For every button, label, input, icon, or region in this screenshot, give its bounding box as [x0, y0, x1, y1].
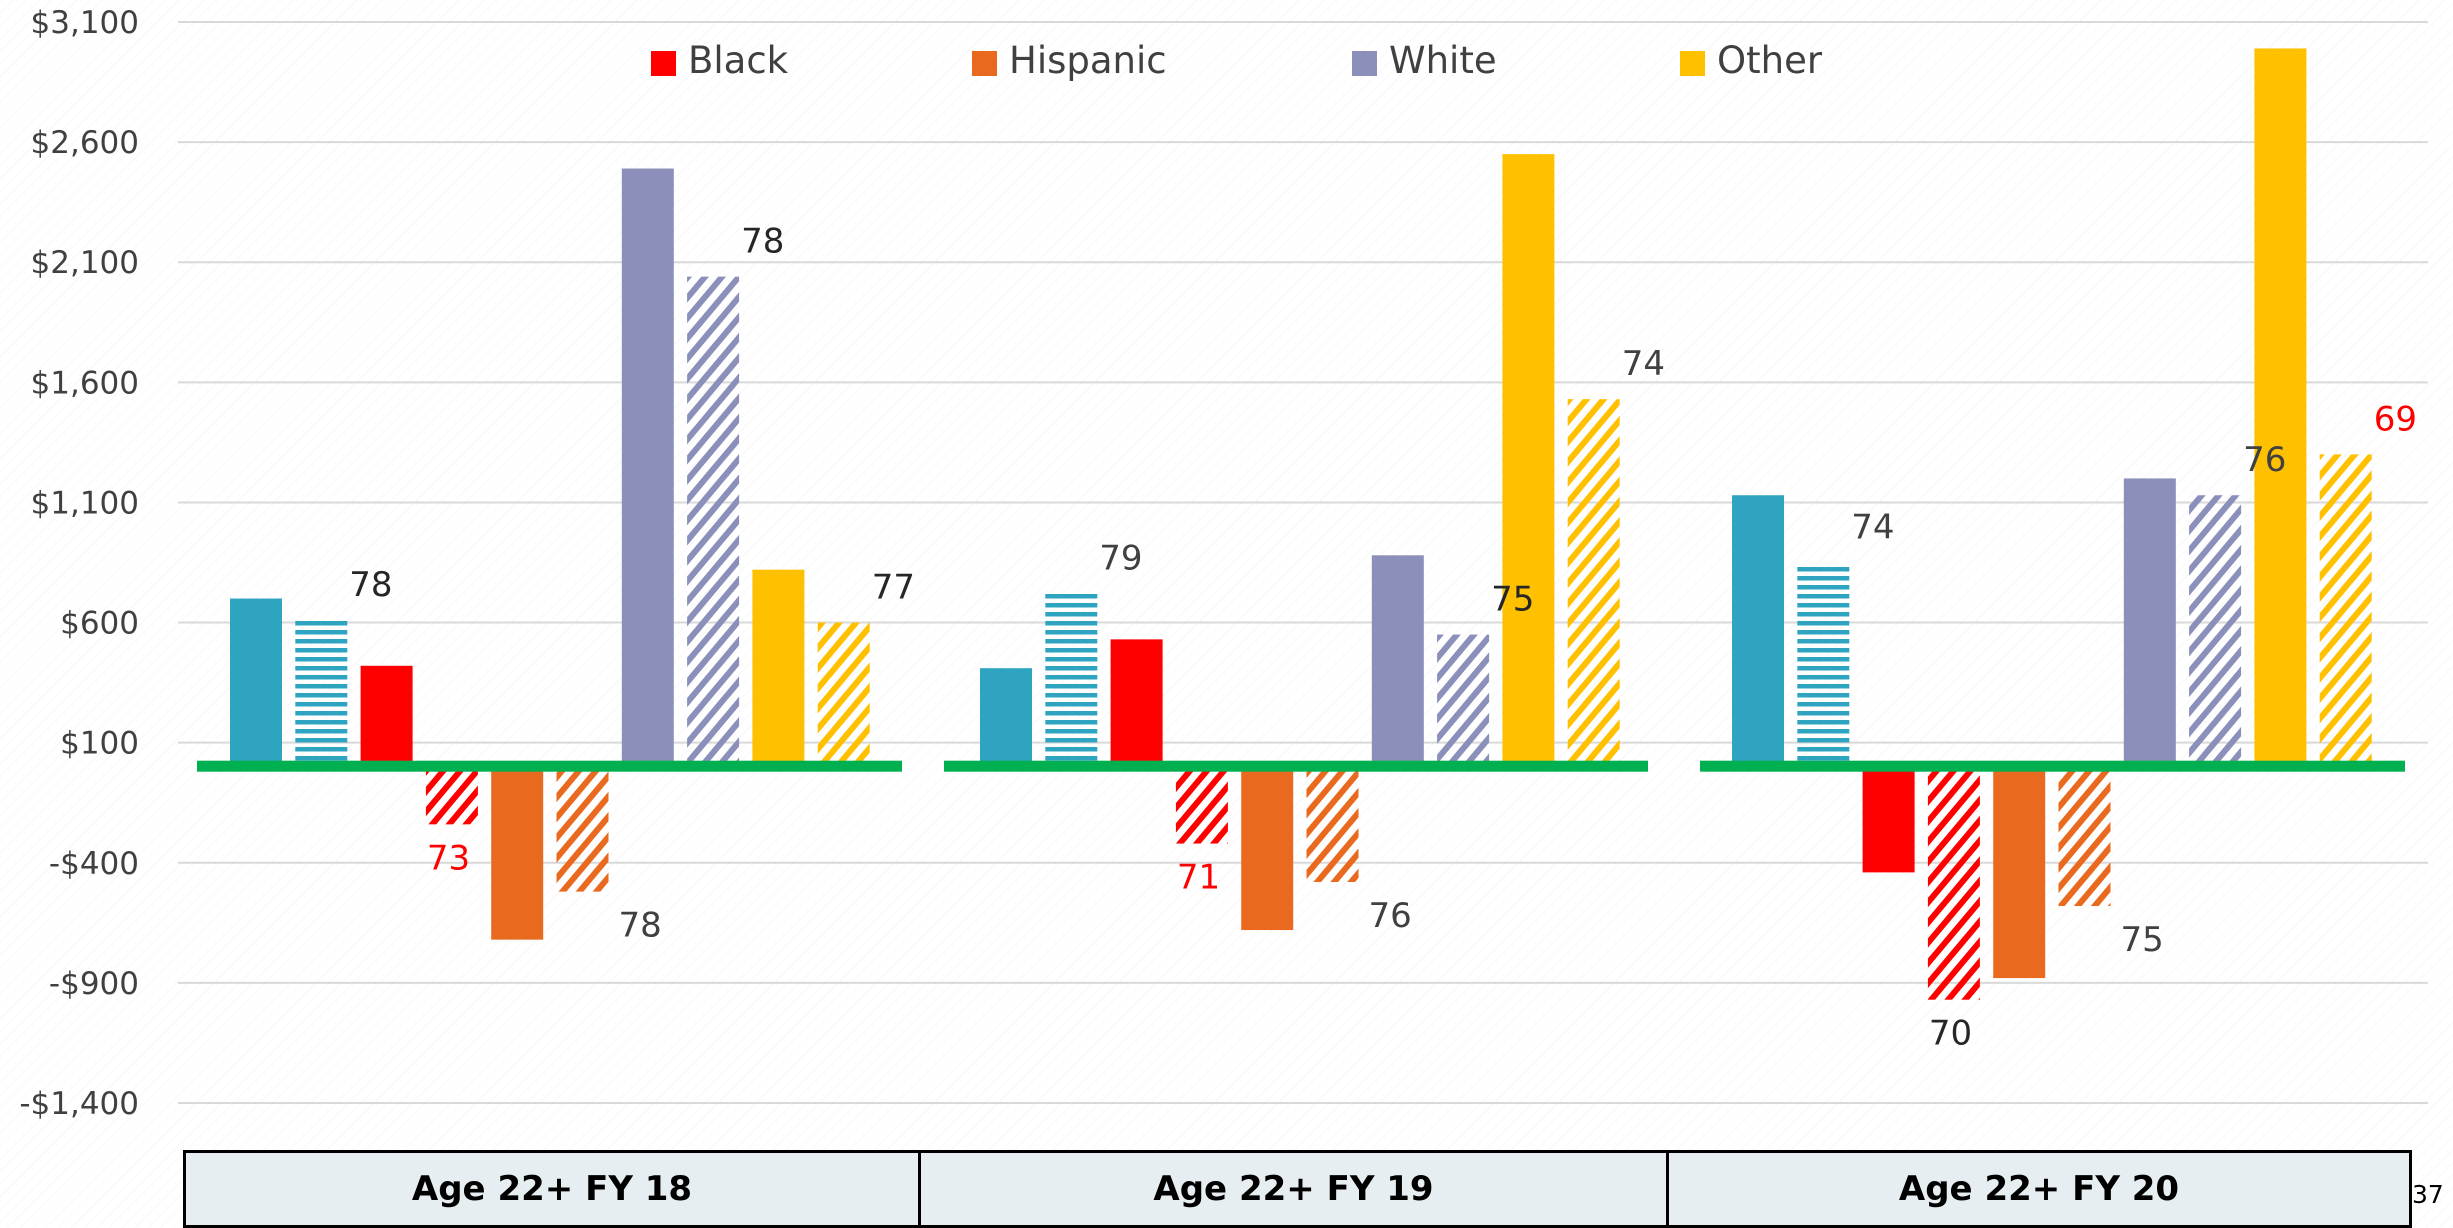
bar	[1502, 154, 1555, 767]
y-tick-label: $2,600	[31, 125, 139, 161]
y-tick-label: -$400	[49, 846, 139, 882]
bar	[1175, 766, 1228, 844]
bar	[1567, 399, 1620, 767]
data-label: 78	[741, 222, 784, 262]
data-label: 70	[1929, 1014, 1972, 1054]
bar	[556, 766, 609, 892]
bar	[1306, 766, 1359, 882]
bar	[1110, 639, 1163, 767]
category-label-fy19: Age 22+ FY 19	[918, 1150, 1669, 1228]
bar	[1371, 555, 1424, 767]
bar	[1732, 495, 1784, 767]
data-label: 75	[2121, 920, 2164, 960]
page-number: 37	[2412, 1180, 2444, 1209]
data-label: 75	[1491, 580, 1534, 620]
bar	[2189, 495, 2242, 767]
bar	[1993, 766, 2046, 979]
data-label: 78	[349, 565, 392, 605]
baseline-line	[1700, 760, 2405, 772]
baseline-lines	[197, 760, 2405, 772]
data-label: 73	[427, 838, 470, 878]
bar	[980, 668, 1032, 767]
bar	[687, 276, 740, 767]
bar	[230, 598, 282, 767]
legend-swatch	[1352, 51, 1377, 76]
bar	[491, 766, 544, 940]
data-label: 78	[619, 906, 662, 946]
legend-swatch	[1680, 51, 1705, 76]
data-label: 79	[1099, 539, 1142, 579]
bar	[752, 569, 805, 767]
bar	[1797, 562, 1850, 767]
bar	[2058, 766, 2111, 907]
data-label: 76	[2243, 440, 2286, 480]
bar	[621, 168, 674, 767]
data-label: 71	[1177, 858, 1220, 898]
bar	[1437, 634, 1490, 767]
data-label: 77	[872, 568, 915, 608]
bar	[1241, 766, 1294, 931]
bars	[230, 48, 2372, 1000]
legend-label: Black	[688, 39, 789, 82]
bar	[2123, 478, 2176, 767]
bar	[360, 665, 413, 767]
y-tick-label: -$1,400	[19, 1086, 139, 1122]
bar	[425, 766, 478, 825]
baseline-line	[944, 760, 1648, 772]
bar	[1045, 593, 1098, 767]
bar	[2254, 48, 2307, 767]
bar	[817, 622, 870, 767]
bar	[295, 620, 348, 767]
category-label-fy20: Age 22+ FY 20	[1666, 1150, 2412, 1228]
legend-swatch	[651, 51, 676, 76]
legend-swatch	[972, 51, 997, 76]
data-label: 74	[1622, 344, 1665, 384]
category-label-fy18: Age 22+ FY 18	[183, 1150, 921, 1228]
y-tick-label: $1,600	[31, 365, 139, 401]
data-labels: 78 73 78 78 77 79 71 76 75 74 74 70 75 76 69	[349, 222, 2417, 1054]
y-tick-label: $600	[60, 606, 139, 642]
data-label: 74	[1851, 508, 1894, 548]
baseline-line	[197, 760, 902, 772]
data-label: 76	[1369, 896, 1412, 936]
y-tick-label: $100	[60, 726, 139, 762]
legend-label: White	[1389, 39, 1497, 82]
gridlines	[178, 21, 2428, 1104]
legend-label: Other	[1717, 39, 1823, 82]
y-axis: $3,100 $2,600 $2,100 $1,600 $1,100 $600 $100 -$…	[19, 5, 139, 1122]
legend: Black Hispanic White Other	[651, 39, 1823, 82]
y-tick-label: -$900	[49, 966, 139, 1002]
y-tick-label: $2,100	[31, 245, 139, 281]
bar	[1862, 766, 1915, 873]
bar	[1927, 766, 1980, 1000]
legend-label: Hispanic	[1009, 39, 1167, 82]
data-label: 69	[2374, 399, 2417, 439]
y-tick-label: $3,100	[31, 5, 139, 41]
y-tick-label: $1,100	[31, 485, 139, 521]
bar	[2319, 454, 2372, 767]
